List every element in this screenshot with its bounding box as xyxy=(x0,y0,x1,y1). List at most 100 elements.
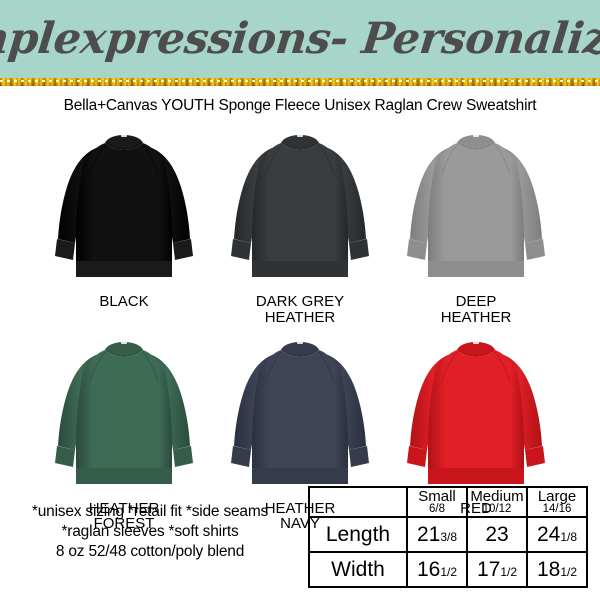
sweatshirt-illustration xyxy=(231,132,369,277)
shirt-body xyxy=(428,143,524,261)
sweatshirt-illustration xyxy=(407,338,545,484)
sweatshirt-image xyxy=(401,328,551,500)
raglan-seam-left xyxy=(441,143,459,175)
left-cuff xyxy=(407,239,427,260)
header-cell-large: Large 14/16 xyxy=(526,486,588,518)
sweatshirt-image xyxy=(225,121,375,293)
left-cuff xyxy=(231,445,251,467)
color-swatch-red[interactable]: RED xyxy=(388,328,564,517)
color-swatch-heather-forest[interactable]: HEATHER FOREST xyxy=(36,328,212,533)
size-range: 10/12 xyxy=(482,502,512,515)
raglan-seam-left xyxy=(89,350,107,381)
value-whole: 21 xyxy=(416,522,441,546)
value-whole: 16 xyxy=(416,557,441,581)
header-cell-small: Small 6/8 xyxy=(406,486,468,518)
collar xyxy=(105,135,143,150)
sweatshirt-image xyxy=(401,121,551,293)
collar xyxy=(281,341,319,357)
color-swatch-deep-heather[interactable]: DEEP HEATHER xyxy=(388,121,564,326)
color-row-bottom: HEATHER FOREST xyxy=(0,328,600,533)
neck-tag xyxy=(473,338,479,344)
color-swatch-dark-grey-heather[interactable]: DARK GREY HEATHER xyxy=(212,121,388,326)
value-whole: 17 xyxy=(476,557,501,581)
hem-band xyxy=(428,467,524,484)
value-fraction: 1/2 xyxy=(560,564,578,579)
sweatshirt-illustration xyxy=(55,338,193,484)
value-fraction: 3/8 xyxy=(440,529,458,544)
value-whole: 23 xyxy=(485,522,509,546)
hem-band xyxy=(76,261,172,277)
brand-name: Simplexpressions- Personalized! xyxy=(0,13,600,64)
collar-seam xyxy=(457,141,495,150)
color-swatch-black[interactable]: BLACK xyxy=(36,121,212,310)
collar xyxy=(281,135,319,150)
product-subtitle: Bella+Canvas YOUTH Sponge Fleece Unisex … xyxy=(63,97,537,114)
sweatshirt-illustration xyxy=(407,132,545,277)
feature-line-3: 8 oz 52/48 cotton/poly blend xyxy=(55,542,245,560)
value-fraction: 1/2 xyxy=(440,564,458,579)
sweatshirt-image xyxy=(225,328,375,500)
header-cell-medium: Medium 10/12 xyxy=(466,486,528,518)
neck-tag xyxy=(121,338,127,344)
row-label-length: Length xyxy=(308,516,408,553)
feature-line-2: *raglan sleeves *soft shirts xyxy=(61,522,239,540)
collar-seam xyxy=(105,141,143,150)
size-name: Small xyxy=(418,487,456,505)
color-label: DARK GREY HEATHER xyxy=(255,293,345,326)
size-chart-table: Small 6/8 Medium 10/12 Large 14/16 Lengt… xyxy=(308,486,588,588)
feature-line-1: *unisex sizing *retail fit *side seams xyxy=(31,503,269,520)
raglan-seam-left xyxy=(265,143,283,175)
sweatshirt-illustration xyxy=(55,132,193,277)
hem-band xyxy=(252,467,348,484)
right-cuff xyxy=(349,445,369,467)
color-label: HEATHER FOREST xyxy=(88,499,160,533)
cell-length-medium: 23 xyxy=(466,516,528,553)
raglan-seam-right xyxy=(493,143,511,175)
neck-tag xyxy=(297,132,303,137)
hem-band xyxy=(252,261,348,277)
neck-tag xyxy=(297,338,303,344)
collar xyxy=(457,135,495,150)
right-cuff xyxy=(525,445,545,467)
hem-band xyxy=(76,467,172,484)
value-fraction: 1/8 xyxy=(560,529,578,544)
right-cuff xyxy=(173,239,193,260)
left-cuff xyxy=(407,445,427,467)
shirt-body xyxy=(76,143,172,261)
cell-length-small: 213/8 xyxy=(406,516,468,553)
collar-seam xyxy=(281,348,319,357)
cell-width-small: 161/2 xyxy=(406,551,468,588)
value-fraction: 1/2 xyxy=(500,564,518,579)
sweatshirt-image xyxy=(49,121,199,293)
color-row-top: BLACK xyxy=(0,121,600,326)
size-range: 14/16 xyxy=(542,502,572,515)
shirt-body xyxy=(428,349,524,468)
color-label: BLACK xyxy=(99,293,149,310)
raglan-seam-left xyxy=(441,350,459,381)
size-name: Medium xyxy=(470,487,524,505)
right-cuff xyxy=(173,445,193,467)
collar xyxy=(105,341,143,357)
row-label-width: Width xyxy=(308,551,408,588)
neck-tag xyxy=(121,132,127,137)
color-label: DEEP HEATHER xyxy=(440,293,512,326)
hem-band xyxy=(428,261,524,277)
size-range: 6/8 xyxy=(429,502,445,515)
raglan-seam-left xyxy=(265,350,283,381)
cell-width-large: 181/2 xyxy=(526,551,588,588)
left-cuff xyxy=(55,239,75,260)
shirt-body xyxy=(252,349,348,468)
right-cuff xyxy=(349,239,369,260)
shirt-body xyxy=(252,143,348,261)
raglan-seam-left xyxy=(89,143,107,175)
raglan-seam-right xyxy=(493,350,511,381)
collar xyxy=(457,341,495,357)
brand-banner: Simplexpressions- Personalized! xyxy=(0,0,600,78)
value-whole: 24 xyxy=(536,522,561,546)
cell-width-medium: 171/2 xyxy=(466,551,528,588)
neck-tag xyxy=(473,132,479,137)
size-chart-wrapper: Small 6/8 Medium 10/12 Large 14/16 Lengt… xyxy=(308,486,588,588)
raglan-seam-right xyxy=(317,143,335,175)
raglan-seam-right xyxy=(317,350,335,381)
collar-seam xyxy=(457,348,495,357)
